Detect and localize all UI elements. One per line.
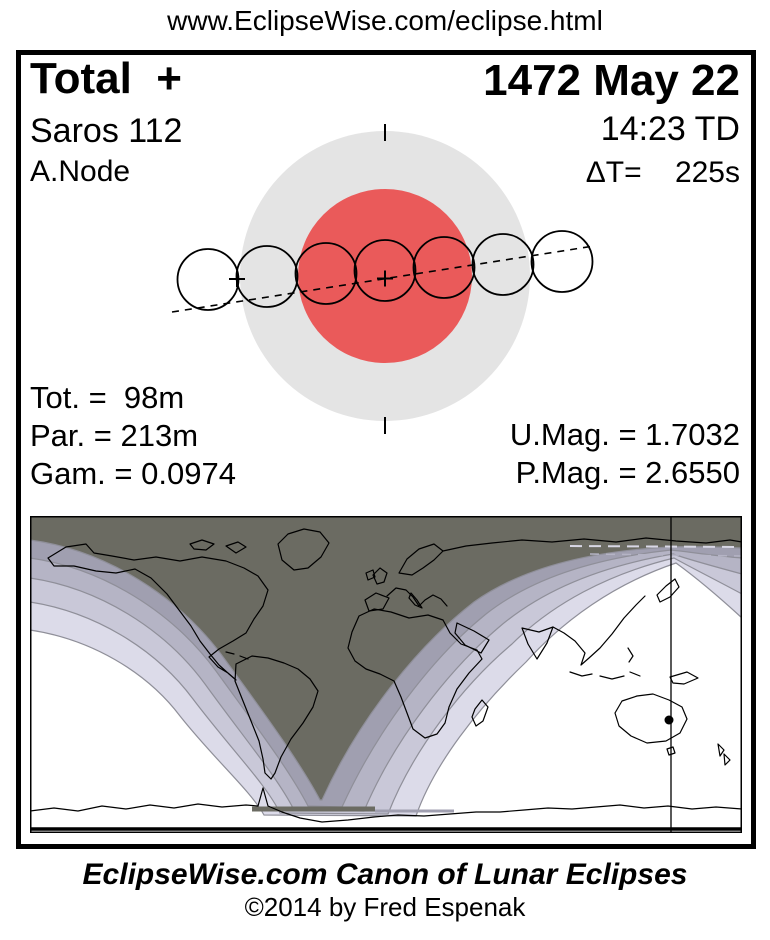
moon-circle xyxy=(412,236,476,299)
coast-philippines xyxy=(627,647,634,663)
coast-greenland xyxy=(277,528,330,571)
partial-duration: Par. = 213m xyxy=(30,418,199,453)
visibility-zones xyxy=(30,516,742,817)
node-label: A.Node xyxy=(30,155,131,188)
path-cross xyxy=(229,271,245,287)
coast-arabia xyxy=(454,622,490,654)
shadow-center-cross xyxy=(377,270,393,287)
umbral-magnitude: U.Mag. = 1.7032 xyxy=(509,417,740,452)
coast-mediterranean xyxy=(386,587,448,607)
moon-circle xyxy=(471,233,535,296)
coast-australia xyxy=(614,693,688,744)
coast-east-asia xyxy=(552,595,646,666)
eclipse-type-label: Total + xyxy=(30,54,182,103)
delta-t-label: ΔT= 225s xyxy=(585,156,740,189)
map-frame xyxy=(30,516,742,833)
coast-arctic-islands xyxy=(189,539,247,554)
contact-curve-dash xyxy=(569,545,742,548)
coast-north-asia xyxy=(442,537,742,552)
visibility-map xyxy=(30,516,742,833)
gamma-value: Gam. = 0.0974 xyxy=(30,456,236,491)
coast-madagascar xyxy=(471,699,489,727)
coast-antarctica xyxy=(30,787,742,823)
coastlines xyxy=(30,528,742,823)
coast-italy xyxy=(408,592,423,609)
coast-iberia xyxy=(364,592,390,612)
date-label: 1472 May 22 xyxy=(483,56,740,105)
moon-circle xyxy=(294,242,358,305)
coast-japan xyxy=(656,578,680,603)
totality-duration: Tot. = 98m xyxy=(30,380,185,415)
coast-indonesia xyxy=(569,671,641,680)
moon-positions xyxy=(176,230,594,311)
moon-circle xyxy=(530,230,594,293)
coast-south-america xyxy=(234,655,319,780)
moon-circle xyxy=(353,239,417,302)
saros-label: Saros 112 xyxy=(30,112,183,150)
coast-north-america xyxy=(47,543,269,681)
url-title: www.EclipseWise.com/eclipse.html xyxy=(167,5,603,36)
shadow-diagram xyxy=(171,124,595,434)
copyright-line: ©2014 by Fred Espenak xyxy=(244,892,526,922)
coast-britain xyxy=(365,567,388,585)
time-label: 14:23 TD xyxy=(600,110,740,148)
coast-india xyxy=(521,626,554,660)
coast-africa xyxy=(347,608,483,739)
penumbral-magnitude: P.Mag. = 2.6550 xyxy=(515,455,740,490)
canon-title: EclipseWise.com Canon of Lunar Eclipses xyxy=(82,858,688,891)
coast-new-guinea xyxy=(669,671,699,685)
sublunar-point-dot xyxy=(664,715,674,725)
coast-new-zealand xyxy=(717,743,731,766)
